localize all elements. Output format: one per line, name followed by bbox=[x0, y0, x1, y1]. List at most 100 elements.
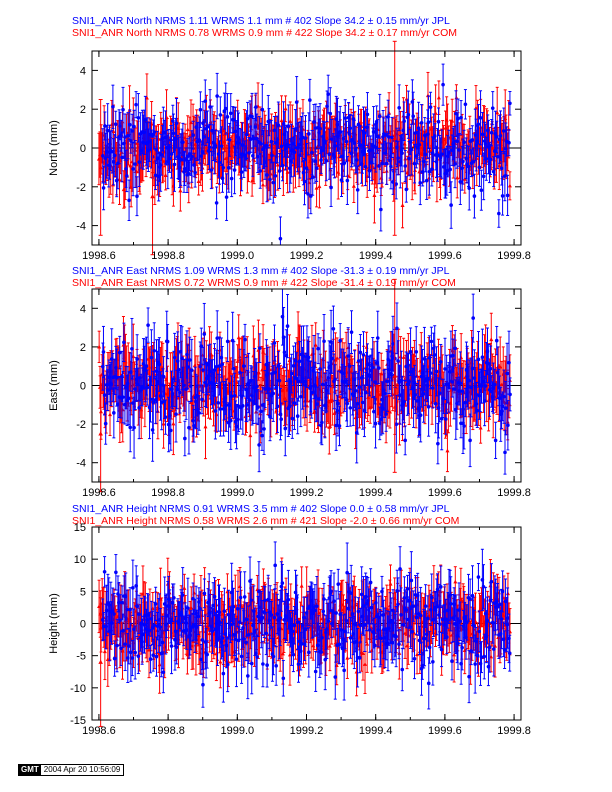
data-point bbox=[455, 139, 459, 144]
data-point bbox=[259, 142, 263, 146]
panel-north: SNI1_ANR North NRMS 1.11 WRMS 1.1 mm # 4… bbox=[48, 15, 531, 262]
data-point bbox=[425, 132, 430, 136]
data-point bbox=[159, 152, 164, 157]
data-point bbox=[272, 128, 277, 133]
data-point bbox=[207, 145, 212, 150]
outlier-point bbox=[98, 164, 103, 170]
data-point bbox=[335, 355, 340, 360]
data-point bbox=[348, 126, 353, 131]
data-point bbox=[234, 380, 239, 384]
data-point bbox=[453, 162, 457, 166]
data-point bbox=[384, 161, 389, 166]
data-point bbox=[171, 421, 176, 426]
data-point bbox=[362, 131, 367, 135]
data-point bbox=[185, 127, 190, 132]
data-point bbox=[344, 139, 349, 144]
data-point bbox=[379, 371, 384, 376]
data-point bbox=[174, 121, 179, 126]
data-point bbox=[270, 153, 274, 158]
data-point bbox=[503, 174, 507, 178]
data-point bbox=[365, 112, 370, 117]
data-point bbox=[499, 166, 504, 171]
data-point bbox=[153, 173, 158, 178]
panel-title-jpl: SNI1_ANR North NRMS 1.11 WRMS 1.1 mm # 4… bbox=[72, 15, 450, 27]
data-point bbox=[422, 133, 427, 138]
data-point bbox=[390, 392, 395, 396]
data-point bbox=[101, 154, 105, 158]
data-point bbox=[288, 119, 293, 123]
data-point bbox=[161, 421, 166, 426]
data-point bbox=[463, 102, 468, 107]
data-point bbox=[377, 114, 382, 119]
data-point bbox=[384, 133, 388, 137]
data-point bbox=[283, 106, 288, 111]
x-tick-label: 1998.8 bbox=[151, 250, 185, 262]
data-point bbox=[413, 131, 418, 135]
data-point bbox=[294, 100, 299, 104]
data-point bbox=[169, 138, 173, 142]
data-point bbox=[478, 116, 483, 120]
data-point bbox=[445, 448, 450, 453]
data-point bbox=[505, 193, 510, 198]
data-point bbox=[307, 132, 311, 136]
data-point bbox=[136, 115, 141, 120]
data-point bbox=[416, 126, 421, 130]
data-point bbox=[273, 174, 278, 178]
data-point bbox=[345, 178, 350, 183]
x-tick-label: 1999.0 bbox=[220, 250, 254, 262]
data-point bbox=[191, 133, 195, 137]
data-point bbox=[467, 186, 472, 190]
data-point bbox=[178, 188, 183, 193]
data-point bbox=[375, 134, 380, 139]
data-point bbox=[169, 152, 174, 156]
data-point bbox=[271, 180, 276, 185]
data-point bbox=[313, 342, 318, 347]
data-point bbox=[448, 167, 452, 172]
data-point bbox=[412, 353, 417, 358]
data-point bbox=[436, 119, 441, 124]
data-point bbox=[226, 165, 231, 170]
data-point bbox=[250, 114, 254, 119]
data-point bbox=[379, 207, 383, 212]
y-tick-label: -4 bbox=[76, 221, 86, 233]
data-point bbox=[127, 198, 131, 203]
data-point bbox=[500, 194, 505, 198]
y-tick-label: 2 bbox=[80, 104, 86, 116]
data-point bbox=[171, 119, 175, 123]
data-point bbox=[317, 184, 322, 189]
data-point bbox=[112, 153, 117, 158]
data-point bbox=[171, 131, 176, 136]
data-point bbox=[484, 156, 489, 161]
data-layer bbox=[92, 289, 521, 475]
data-point bbox=[423, 152, 428, 157]
series-jpl bbox=[101, 63, 512, 245]
data-point bbox=[256, 154, 260, 159]
data-point bbox=[279, 118, 284, 123]
data-point bbox=[264, 143, 269, 148]
data-point bbox=[497, 211, 501, 216]
data-point bbox=[188, 120, 193, 125]
x-tick-label: 1999.4 bbox=[359, 250, 393, 262]
data-point bbox=[489, 130, 494, 135]
data-point bbox=[507, 183, 512, 188]
data-point bbox=[459, 355, 464, 360]
data-point bbox=[187, 171, 191, 176]
data-point bbox=[456, 116, 460, 121]
data-point bbox=[254, 105, 258, 109]
data-point bbox=[417, 142, 422, 147]
data-point bbox=[364, 344, 369, 349]
panel-east: SNI1_ANR East NRMS 1.09 WRMS 1.3 mm # 40… bbox=[48, 265, 531, 499]
data-point bbox=[158, 163, 163, 167]
data-point bbox=[97, 344, 102, 349]
data-point bbox=[412, 161, 417, 166]
data-point bbox=[326, 92, 330, 96]
data-point bbox=[489, 337, 494, 342]
data-point bbox=[459, 115, 463, 120]
data-point bbox=[228, 111, 233, 116]
data-point bbox=[198, 107, 203, 112]
data-point bbox=[436, 95, 441, 100]
data-point bbox=[478, 425, 483, 430]
data-point bbox=[494, 135, 499, 139]
outlier-point bbox=[392, 135, 398, 141]
data-point bbox=[367, 168, 372, 173]
